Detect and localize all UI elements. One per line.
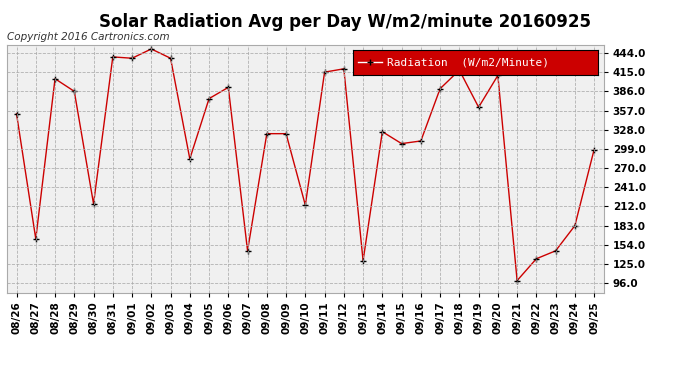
Text: Solar Radiation Avg per Day W/m2/minute 20160925: Solar Radiation Avg per Day W/m2/minute …: [99, 13, 591, 31]
Text: Copyright 2016 Cartronics.com: Copyright 2016 Cartronics.com: [7, 32, 170, 42]
